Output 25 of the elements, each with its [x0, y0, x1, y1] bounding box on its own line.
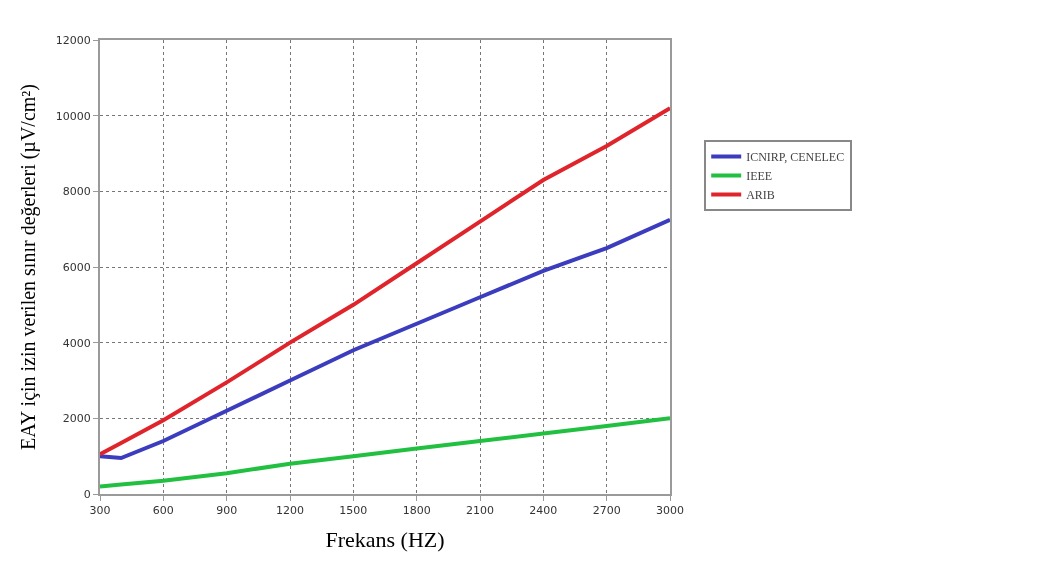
x-tick-label: 3000: [656, 504, 684, 518]
legend-label: IEEE: [746, 169, 773, 184]
y-tick-label: 12000: [55, 33, 91, 47]
line-series: [100, 217, 670, 461]
line-series: [100, 416, 670, 489]
x-tick-label: 1800: [402, 504, 431, 518]
y-tick-label: 4000: [62, 336, 91, 350]
line-series: [100, 106, 670, 457]
legend-label: ARIB: [746, 188, 775, 203]
x-tick-label: 900: [216, 504, 238, 518]
y-tick-label: 10000: [55, 109, 91, 123]
y-tick-label: 2000: [62, 412, 91, 426]
x-axis-title: Frekans (HZ): [325, 526, 445, 552]
y-tick-label: 8000: [62, 185, 91, 199]
x-tick-label: 300: [89, 504, 111, 518]
x-tick-label: 2100: [466, 504, 494, 518]
y-tick-label: 0: [83, 487, 91, 501]
x-tick-label: 2400: [529, 504, 558, 518]
legend-label: ICNIRP, CENELEC: [746, 150, 845, 165]
y-axis-title: EAY için izin verilen sınır değerleri (µV/cm²): [16, 84, 40, 450]
x-tick-label: 600: [152, 504, 174, 518]
x-tick-label: 1200: [276, 504, 304, 518]
x-tick-label: 1500: [339, 504, 368, 518]
y-tick-label: 6000: [62, 260, 91, 274]
x-tick-label: 2700: [592, 504, 621, 518]
